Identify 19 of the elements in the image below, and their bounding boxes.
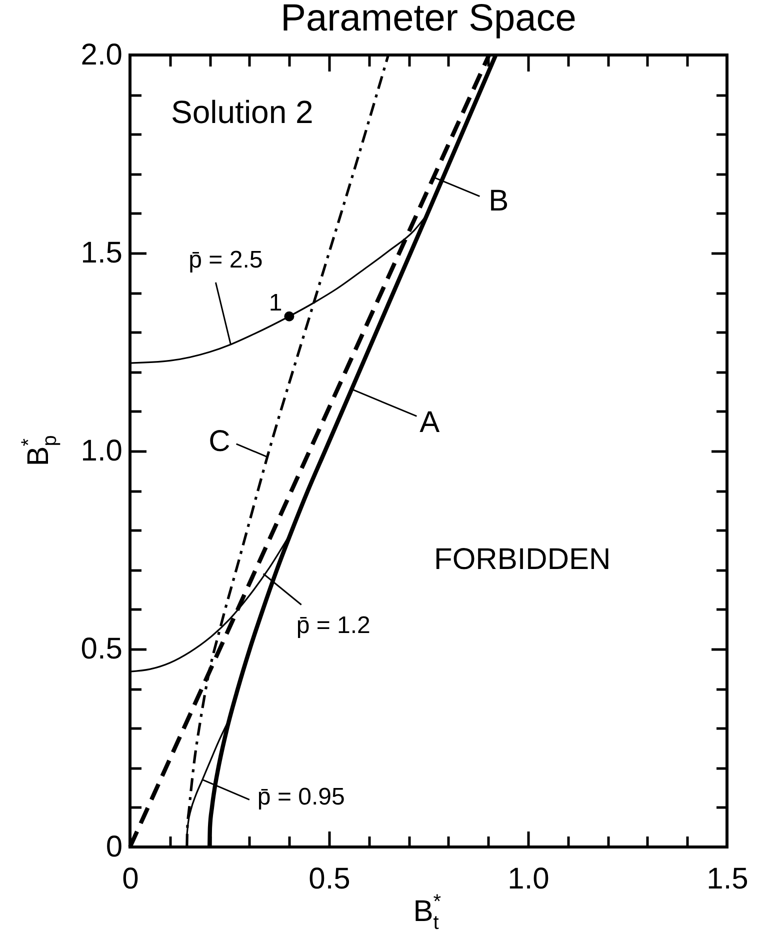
annotation: p̄ = 1.2 bbox=[296, 612, 370, 639]
y-tick-label: 0 bbox=[106, 830, 122, 864]
y-tick-label: 1.5 bbox=[80, 236, 122, 270]
chart-title: Parameter Space bbox=[280, 0, 576, 40]
annotation: 1 bbox=[268, 289, 282, 316]
y-tick-label: 2.0 bbox=[80, 38, 122, 72]
x-tick-label: 1.5 bbox=[706, 862, 748, 896]
annotation: p̄ = 2.5 bbox=[188, 246, 263, 274]
y-tick-label: 1.0 bbox=[80, 434, 122, 468]
annotation: p̄ = 0.95 bbox=[257, 784, 345, 811]
annotation: C bbox=[208, 424, 230, 458]
y-axis-title: B*p bbox=[18, 435, 61, 466]
annotation: A bbox=[420, 406, 440, 440]
x-tick-label: 0.5 bbox=[308, 862, 350, 896]
annotation: B bbox=[488, 184, 509, 218]
annotation: Solution 2 bbox=[171, 94, 314, 130]
y-tick-label: 0.5 bbox=[80, 632, 122, 666]
annotation: FORBIDDEN bbox=[434, 543, 611, 576]
x-tick-label: 1.0 bbox=[508, 862, 550, 896]
